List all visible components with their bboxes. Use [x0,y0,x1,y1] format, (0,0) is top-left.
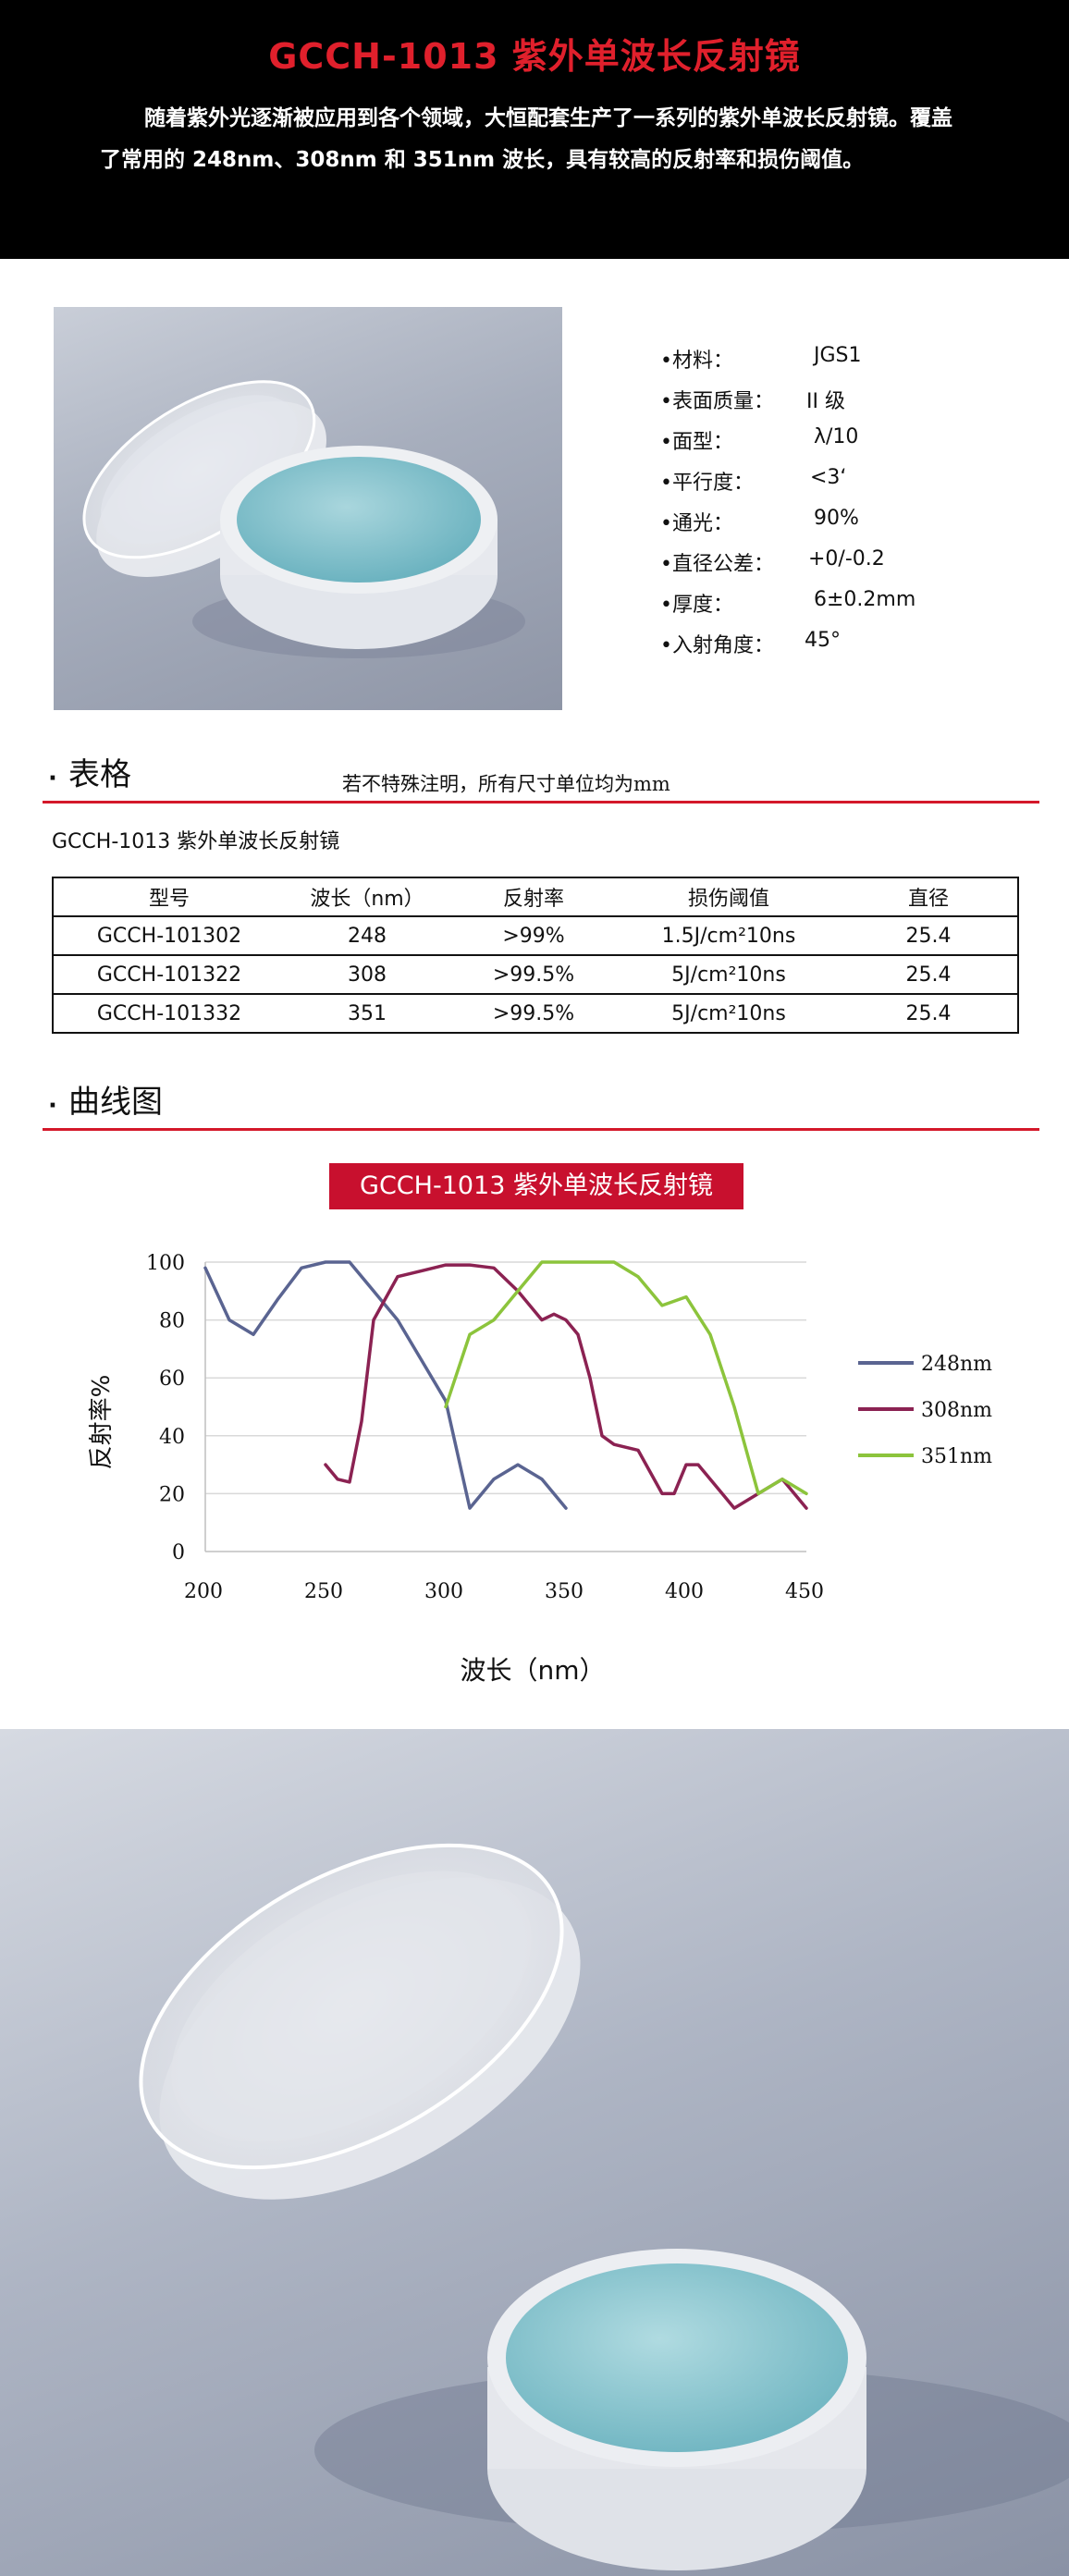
x-tick-label: 400 [665,1580,704,1603]
spec-value: 90% [814,507,859,530]
legend-label: 351nm [921,1445,992,1468]
page-title: GCCH-1013 紫外单波长反射镜 [268,36,801,77]
section-title: 曲线图 [68,1084,163,1121]
header-model: 型号 [148,888,190,911]
chart-title: GCCH-1013 紫外单波长反射镜 [329,1163,743,1209]
cell-damage-threshold: 5J/cm²10ns [671,963,786,987]
table-header-row: 型号 波长（nm） 反射率 损伤阈值 直径 [53,877,1018,916]
spec-key: •平行度： [660,472,754,495]
header-damage-threshold: 损伤阈值 [687,888,769,911]
chart-axes: 0 20 40 60 80 100 200 250 300 350 400 450 [146,1252,824,1603]
spec-key: •入射角度： [660,634,774,657]
section-title: 表格 [68,756,131,793]
spec-value: λ/10 [814,425,859,448]
cell-wavelength: 308 [348,963,387,987]
cell-reflectivity: >99% [502,924,565,948]
chart-section-heading: · 曲线图 [43,1084,1039,1131]
intro-paragraph: 随着紫外光逐渐被应用到各个领域，大恒配套生产了一系列的紫外单波长反射镜。覆盖了常… [100,106,952,172]
cell-model: GCCH-101302 [96,924,242,948]
cell-wavelength: 248 [348,924,387,948]
x-axis-label: 波长（nm） [460,1655,605,1686]
header-diameter: 直径 [907,888,949,911]
header-banner: GCCH-1013 紫外单波长反射镜 随着紫外光逐渐被应用到各个领域，大恒配套生… [0,0,1069,259]
series-line-308nm [324,1263,808,1510]
x-tick-label: 350 [545,1580,584,1603]
cell-diameter: 25.4 [905,924,952,948]
spec-key: •材料： [660,350,733,373]
cell-model: GCCH-101322 [96,963,242,987]
table-section-heading: · 表格 若不特殊注明，所有尺寸单位均为mm [43,756,1039,803]
product-table: 型号 波长（nm） 反射率 损伤阈值 直径 GCCH-101302 248 >9… [52,877,1019,1034]
series-line-351nm [444,1260,808,1496]
unit-note: 若不特殊注明，所有尺寸单位均为mm [342,773,670,795]
bullet-dot: · [48,1092,57,1120]
x-tick-label: 300 [424,1580,463,1603]
chart-legend: 248nm 308nm 351nm [858,1353,992,1468]
chart-grid [205,1261,806,1495]
y-tick-label: 100 [146,1252,185,1275]
spec-value: JGS1 [814,344,862,367]
product-photo-large [0,1729,1069,2576]
table-row: GCCH-101332 351 >99.5% 5J/cm²10ns 25.4 [53,994,1018,1033]
spec-key: •表面质量： [660,390,774,413]
table-caption: GCCH-1013 紫外单波长反射镜 [52,830,340,853]
x-tick-label: 200 [184,1580,223,1603]
spec-key: •面型： [660,431,733,454]
chart-series [203,1260,808,1510]
cell-reflectivity: >99.5% [492,963,575,987]
y-tick-label: 40 [159,1426,185,1449]
header-reflectivity: 反射率 [502,888,564,911]
x-tick-label: 450 [785,1580,824,1603]
spec-key: •直径公差： [660,553,774,576]
spec-value: <3‘ [810,466,847,489]
legend-label: 308nm [921,1399,992,1422]
table-row: GCCH-101322 308 >99.5% 5J/cm²10ns 25.4 [53,955,1018,994]
spec-value: 45° [805,629,841,652]
spec-value: II 级 [806,390,845,413]
y-tick-label: 0 [172,1541,185,1564]
y-tick-label: 80 [159,1310,185,1333]
y-tick-label: 60 [159,1368,185,1391]
y-tick-label: 20 [159,1483,185,1506]
series-line-248nm [203,1260,568,1510]
x-tick-label: 250 [304,1580,343,1603]
cell-damage-threshold: 1.5J/cm²10ns [661,924,796,948]
spec-key: •厚度： [660,594,733,617]
cell-reflectivity: >99.5% [492,1001,575,1025]
reflectivity-chart: 0 20 40 60 80 100 200 250 300 350 400 450 248nm 308n… [88,1252,992,1686]
spec-value: 6±0.2mm [814,588,916,611]
product-photo-small [54,307,562,710]
legend-label: 248nm [921,1353,992,1376]
header-wavelength: 波长（nm） [310,888,424,911]
table-row: GCCH-101302 248 >99% 1.5J/cm²10ns 25.4 [53,916,1018,955]
bullet-dot: · [48,765,57,792]
cell-diameter: 25.4 [905,1001,952,1025]
y-axis-label: 反射率% [88,1375,116,1470]
spec-key: •通光： [660,512,733,535]
cell-diameter: 25.4 [905,963,952,987]
cell-damage-threshold: 5J/cm²10ns [671,1001,786,1025]
spec-value: +0/-0.2 [808,547,885,570]
cell-model: GCCH-101332 [96,1001,242,1025]
cell-wavelength: 351 [348,1001,387,1025]
